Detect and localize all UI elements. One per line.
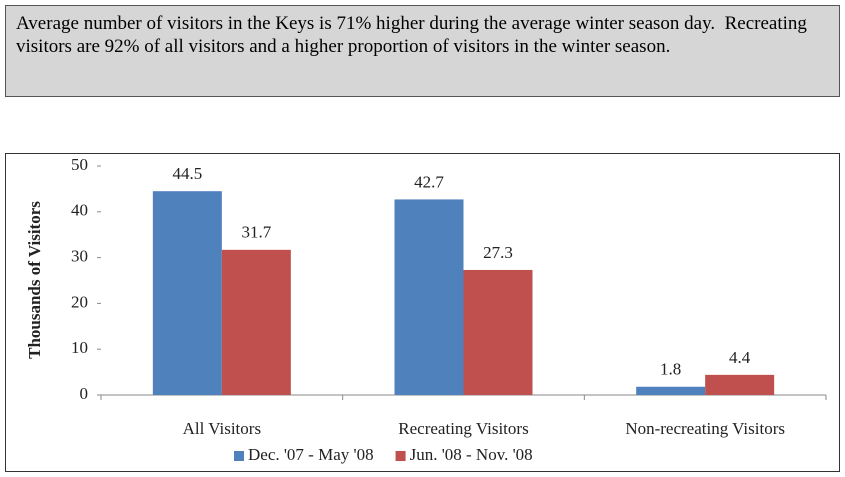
legend-swatch [234, 451, 244, 461]
y-tick-label: 40 [71, 201, 88, 220]
chart-frame: Thousands of Visitors 0 10 20 30 40 50 All Vis… [5, 153, 840, 472]
x-tick-label: Recreating Visitors [398, 419, 528, 438]
bar [394, 199, 464, 395]
data-label: 44.5 [172, 164, 202, 183]
legend-swatch [395, 451, 406, 461]
note-text: Average number of visitors in the Keys i… [5, 5, 840, 97]
chart: Thousands of Visitors 0 10 20 30 40 50 All Vis… [25, 155, 827, 464]
y-tick-label: 50 [71, 155, 88, 174]
data-label: 1.8 [660, 360, 681, 379]
y-tick-label: 10 [71, 338, 88, 357]
x-tick-label: All Visitors [183, 419, 261, 438]
y-tick-label: 20 [71, 292, 88, 311]
bar [636, 386, 706, 395]
bar [221, 249, 291, 395]
data-label: 4.4 [729, 348, 751, 367]
data-label: 42.7 [414, 172, 444, 191]
legend-label: Dec. '07 - May '08 [248, 445, 374, 464]
y-tick-label: 0 [80, 384, 89, 403]
bar [705, 374, 775, 395]
legend-label: Jun. '08 - Nov. '08 [410, 445, 533, 464]
data-label: 31.7 [241, 223, 271, 242]
y-axis-label: Thousands of Visitors [25, 201, 44, 359]
x-tick-label: Non-recreating Visitors [625, 419, 785, 438]
y-tick-label: 30 [71, 247, 88, 266]
bar [152, 191, 222, 395]
bar [463, 269, 533, 395]
data-label: 27.3 [483, 243, 513, 262]
